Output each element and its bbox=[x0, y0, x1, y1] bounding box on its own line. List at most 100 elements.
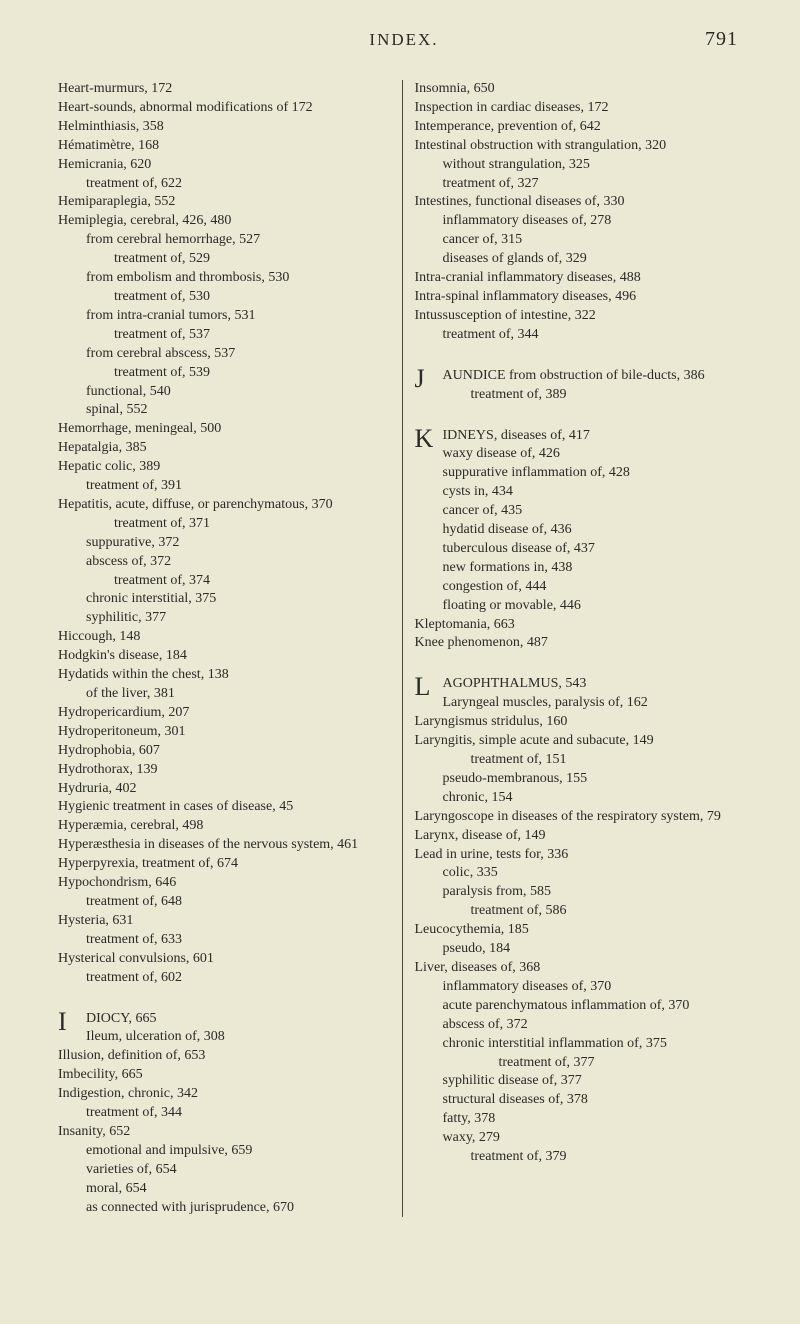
index-entry: syphilitic disease of, 377 bbox=[415, 1072, 751, 1090]
dropcap-letter: I bbox=[58, 1012, 67, 1033]
index-entry: colic, 335 bbox=[415, 864, 751, 882]
index-entry: Hydrothorax, 139 bbox=[58, 761, 394, 779]
index-entry: Intra-cranial inflammatory diseases, 488 bbox=[415, 269, 751, 287]
index-entry: treatment of, 344 bbox=[58, 1104, 394, 1122]
index-entry: Hodgkin's disease, 184 bbox=[58, 647, 394, 665]
index-entry: Imbecility, 665 bbox=[58, 1066, 394, 1084]
index-entry: hydatid disease of, 436 bbox=[415, 521, 751, 539]
index-entry: treatment of, 602 bbox=[58, 969, 394, 987]
index-entry: Intemperance, prevention of, 642 bbox=[415, 118, 751, 136]
index-entry: moral, 654 bbox=[58, 1180, 394, 1198]
index-entry: new formations in, 438 bbox=[415, 559, 751, 577]
index-entry: as connected with jurisprudence, 670 bbox=[58, 1199, 394, 1217]
index-entry: suppurative, 372 bbox=[58, 534, 394, 552]
index-entry: varieties of, 654 bbox=[58, 1161, 394, 1179]
page-number: 791 bbox=[705, 28, 738, 51]
index-entry: treatment of, 371 bbox=[58, 515, 394, 533]
right-column: Insomnia, 650Inspection in cardiac disea… bbox=[403, 80, 751, 1217]
index-entry: Heart-murmurs, 172 bbox=[58, 80, 394, 98]
index-entry: treatment of, 586 bbox=[415, 902, 751, 920]
index-entry: treatment of, 622 bbox=[58, 175, 394, 193]
index-entry: Intestines, functional diseases of, 330 bbox=[415, 193, 751, 211]
index-entry: Insomnia, 650 bbox=[415, 80, 751, 98]
index-entry: pseudo-membranous, 155 bbox=[415, 770, 751, 788]
index-columns: Heart-murmurs, 172Heart-sounds, abnormal… bbox=[58, 80, 750, 1217]
index-entry: Hemorrhage, meningeal, 500 bbox=[58, 420, 394, 438]
index-entry: suppurative inflammation of, 428 bbox=[415, 464, 751, 482]
index-entry: Lead in urine, tests for, 336 bbox=[415, 846, 751, 864]
index-entry: floating or movable, 446 bbox=[415, 597, 751, 615]
index-entry: treatment of, 529 bbox=[58, 250, 394, 268]
index-entry: Insanity, 652 bbox=[58, 1123, 394, 1141]
index-entry-dropcap: JAUNDICE from obstruction of bile-ducts,… bbox=[415, 367, 751, 385]
index-entry: Liver, diseases of, 368 bbox=[415, 959, 751, 977]
index-entry-text: DIOCY, 665 bbox=[86, 1011, 157, 1026]
index-page: INDEX. 791 Heart-murmurs, 172Heart-sound… bbox=[0, 0, 800, 1247]
index-entry: of the liver, 381 bbox=[58, 685, 394, 703]
index-entry: Knee phenomenon, 487 bbox=[415, 634, 751, 652]
index-entry: Illusion, definition of, 653 bbox=[58, 1047, 394, 1065]
index-entry: treatment of, 539 bbox=[58, 364, 394, 382]
index-entry: chronic, 154 bbox=[415, 789, 751, 807]
index-entry-dropcap: IDIOCY, 665 bbox=[58, 1010, 394, 1028]
dropcap-letter: K bbox=[415, 429, 434, 450]
index-entry: Intestinal obstruction with strangulatio… bbox=[415, 137, 751, 155]
index-entry-text: IDNEYS, diseases of, 417 bbox=[443, 428, 590, 443]
index-entry: Hydruria, 402 bbox=[58, 780, 394, 798]
index-entry: treatment of, 374 bbox=[58, 572, 394, 590]
index-entry: Hyperæsthesia in diseases of the nervous… bbox=[58, 836, 394, 854]
index-entry: Hepatic colic, 389 bbox=[58, 458, 394, 476]
index-entry: pseudo, 184 bbox=[415, 940, 751, 958]
dropcap-letter: L bbox=[415, 677, 431, 698]
index-entry: paralysis from, 585 bbox=[415, 883, 751, 901]
index-entry: Hepatitis, acute, diffuse, or parenchyma… bbox=[58, 496, 394, 514]
index-entry: Laryngismus stridulus, 160 bbox=[415, 713, 751, 731]
index-entry-text: AUNDICE from obstruction of bile-ducts, … bbox=[443, 368, 705, 383]
index-entry: Heart-sounds, abnormal modifications of … bbox=[58, 99, 394, 117]
index-entry: treatment of, 344 bbox=[415, 326, 751, 344]
index-entry: waxy, 279 bbox=[415, 1129, 751, 1147]
index-entry: treatment of, 391 bbox=[58, 477, 394, 495]
index-entry: Kleptomania, 663 bbox=[415, 616, 751, 634]
index-entry: Hemiplegia, cerebral, 426, 480 bbox=[58, 212, 394, 230]
index-entry: chronic interstitial, 375 bbox=[58, 590, 394, 608]
index-entry: treatment of, 633 bbox=[58, 931, 394, 949]
index-entry: Laryngeal muscles, paralysis of, 162 bbox=[415, 694, 751, 712]
index-entry: Hepatalgia, 385 bbox=[58, 439, 394, 457]
index-entry: cancer of, 435 bbox=[415, 502, 751, 520]
index-entry-dropcap: LAGOPHTHALMUS, 543 bbox=[415, 675, 751, 693]
index-entry: treatment of, 530 bbox=[58, 288, 394, 306]
index-entry: Hyperæmia, cerebral, 498 bbox=[58, 817, 394, 835]
index-entry: fatty, 378 bbox=[415, 1110, 751, 1128]
index-entry: Intra-spinal inflammatory diseases, 496 bbox=[415, 288, 751, 306]
index-entry: treatment of, 327 bbox=[415, 175, 751, 193]
index-entry: Hydatids within the chest, 138 bbox=[58, 666, 394, 684]
index-entry: Helminthiasis, 358 bbox=[58, 118, 394, 136]
page-header: INDEX. 791 bbox=[58, 30, 750, 50]
index-entry: cancer of, 315 bbox=[415, 231, 751, 249]
dropcap-letter: J bbox=[415, 369, 425, 390]
index-entry: Hygienic treatment in cases of disease, … bbox=[58, 798, 394, 816]
index-entry-text: AGOPHTHALMUS, 543 bbox=[443, 676, 587, 691]
left-column: Heart-murmurs, 172Heart-sounds, abnormal… bbox=[58, 80, 403, 1217]
index-entry: treatment of, 379 bbox=[415, 1148, 751, 1166]
index-entry: inflammatory diseases of, 278 bbox=[415, 212, 751, 230]
index-entry: Indigestion, chronic, 342 bbox=[58, 1085, 394, 1103]
index-entry: Leucocythemia, 185 bbox=[415, 921, 751, 939]
index-entry: Hydrophobia, 607 bbox=[58, 742, 394, 760]
index-entry: from cerebral hemorrhage, 527 bbox=[58, 231, 394, 249]
index-entry: treatment of, 537 bbox=[58, 326, 394, 344]
index-entry: treatment of, 377 bbox=[415, 1054, 751, 1072]
index-entry: Laryngitis, simple acute and subacute, 1… bbox=[415, 732, 751, 750]
index-entry: treatment of, 648 bbox=[58, 893, 394, 911]
index-entry: syphilitic, 377 bbox=[58, 609, 394, 627]
index-entry: emotional and impulsive, 659 bbox=[58, 1142, 394, 1160]
index-entry: treatment of, 151 bbox=[415, 751, 751, 769]
index-entry: Intussusception of intestine, 322 bbox=[415, 307, 751, 325]
index-entry: Inspection in cardiac diseases, 172 bbox=[415, 99, 751, 117]
section-break bbox=[415, 345, 751, 367]
index-entry: acute parenchymatous inflammation of, 37… bbox=[415, 997, 751, 1015]
index-entry: waxy disease of, 426 bbox=[415, 445, 751, 463]
index-entry: Hydropericardium, 207 bbox=[58, 704, 394, 722]
index-entry: from cerebral abscess, 537 bbox=[58, 345, 394, 363]
